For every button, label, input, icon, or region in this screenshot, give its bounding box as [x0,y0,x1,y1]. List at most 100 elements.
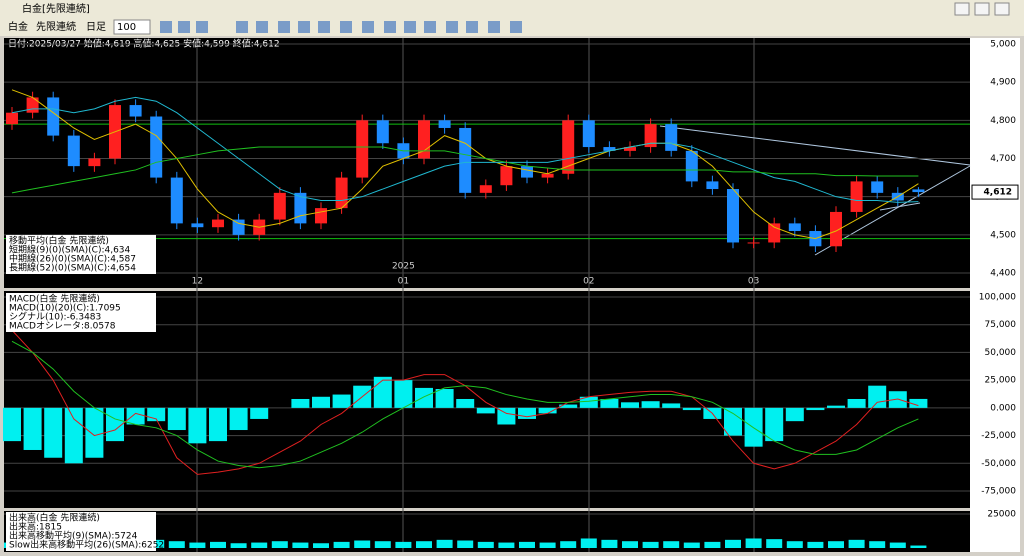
candle-body [47,97,60,136]
minimize-button[interactable] [954,2,970,16]
legend-entry: 長期線(52)(0)(SMA)(C):4,654 [9,262,136,274]
volume-bar [210,541,226,548]
oscillator-bar [847,398,866,408]
candle-body [273,192,286,220]
oscillator-bar [435,389,454,408]
oscillator-bar [518,407,536,419]
volume-bar [292,542,309,548]
candle-body [479,185,492,193]
toolbar-item[interactable]: 日足 [86,21,106,33]
oscillator-bar [44,407,63,458]
oscillator-bar [662,403,681,408]
candle-body [191,223,204,228]
volume-bar [622,541,638,548]
volume-bar [189,542,206,548]
candle-body [912,189,925,193]
oscillator-bar [579,396,598,408]
indicator-line [11,340,919,469]
close-button[interactable] [994,2,1010,16]
candle-body [830,211,842,247]
candle-body [335,177,348,209]
volume-bar [848,539,865,548]
candle-body [582,120,595,148]
oscillator-bar [85,407,104,458]
oscillator-bar [724,407,742,436]
toolbar-icons[interactable] [160,21,522,33]
volume-bar [725,539,741,548]
title-bar [0,0,1024,18]
legend-entry: 出来高:1815 [9,521,62,533]
volume-bar [436,539,453,548]
volume-bar [148,539,165,548]
candle-body [624,147,636,151]
count-input[interactable] [113,19,151,35]
last-price-box [971,184,1019,200]
legend-entry: 出来高(白金 先限連続) [9,512,100,524]
legend-entry: 出来高移動平均(9)(SMA):5724 [9,530,138,542]
oscillator-bar [126,407,145,425]
volume-bar [354,540,371,548]
candle-body [294,192,307,224]
volume-bar [807,541,824,548]
x-tick-label: 03 [748,277,759,287]
oscillator-bar [888,391,907,408]
oscillator-bar [312,396,330,408]
volume-bar [230,543,247,548]
oscillator-bar [456,398,475,408]
legend-entry: MACD(10)(20)(C):1.7095 [9,304,121,314]
oscillator-bar [497,407,516,425]
toolbar-item[interactable]: 先限連続 [36,20,76,33]
y-tick-label: 25000 [987,510,1016,520]
y-tick-label: 4,400 [990,269,1016,279]
candle-body [376,120,389,144]
oscillator-bar [641,401,660,408]
candle-body [356,120,369,178]
oscillator-bar [250,407,269,419]
volume-bar [168,541,185,548]
volume-bar [745,538,762,548]
oscillator-bar [868,385,887,408]
candle-body [644,124,657,148]
y-tick-label: 50,000 [985,348,1017,358]
volume-bar [333,541,350,548]
y-tick-label: -25,000 [981,431,1016,441]
candle-body [603,147,616,151]
candle-body [26,97,39,113]
oscillator-bar [64,407,83,464]
candle-body [88,158,101,167]
volume-bar [271,541,288,548]
y-tick-label: 75,000 [985,320,1017,330]
oscillator-bar [621,402,639,408]
last-price-label: 4,612 [984,188,1012,198]
volume-bar [395,541,412,548]
candle-body [170,177,183,224]
candle-body [521,166,533,178]
oscillator-bar [373,376,392,408]
volume-bar [580,538,597,548]
volume-bar [910,545,927,548]
candle-body [67,135,80,167]
oscillator-bar [827,405,845,408]
candle-body [438,120,451,128]
oscillator-bar [909,398,928,408]
oscillator-bar [765,407,784,442]
y-tick-label: 4,500 [990,230,1016,240]
oscillator-bar [394,380,413,408]
oscillator-bar [600,398,619,408]
maximize-button[interactable] [974,2,990,16]
candle-body [500,166,513,186]
volume-bar [251,542,268,548]
candle-body [232,219,245,235]
indicator-line [11,89,919,240]
candle-body [6,112,18,125]
oscillator-bar [785,407,804,422]
oscillator-bar [188,407,207,444]
toolbar-item[interactable]: 白金 [8,20,28,33]
oscillator-bar [332,394,351,408]
candle-body [788,223,801,232]
y-tick-label: -75,000 [981,487,1016,497]
oscillator-bar [3,407,21,442]
oscillator-bar [559,404,578,408]
y-tick-label: 25,000 [985,376,1017,386]
volume-bar [869,541,886,548]
